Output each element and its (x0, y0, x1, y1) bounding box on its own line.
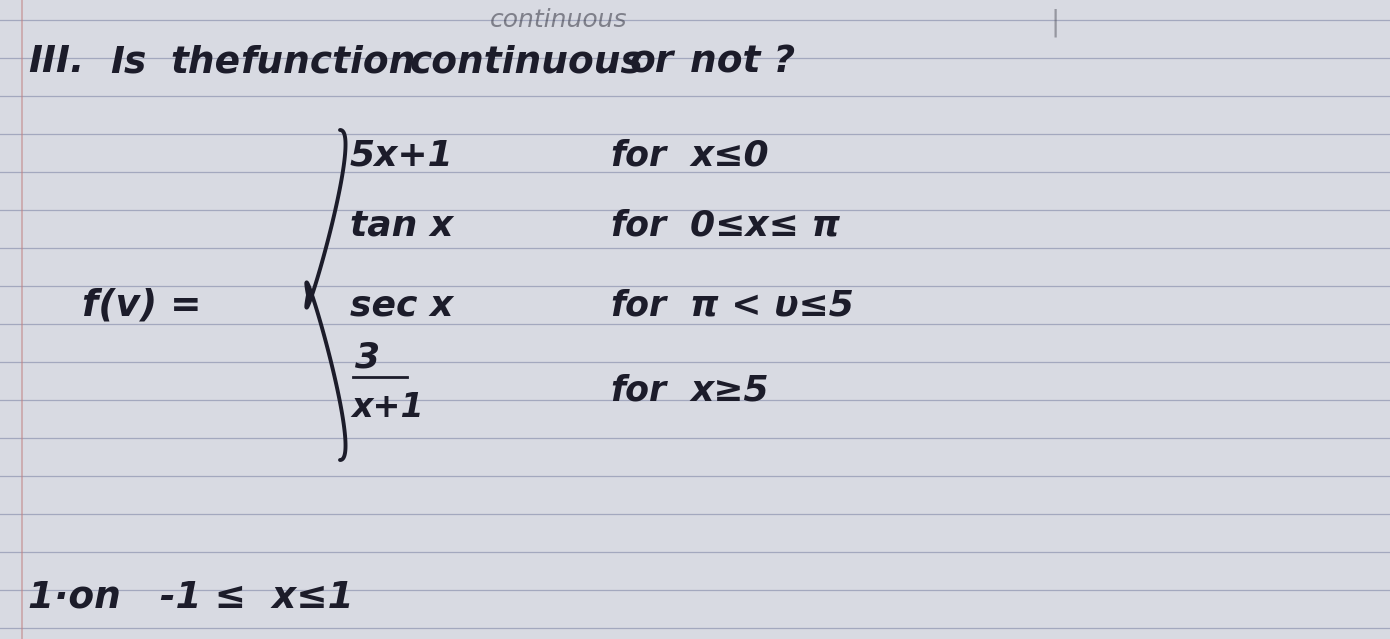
Text: |: | (1049, 8, 1059, 36)
Text: for: for (610, 138, 666, 172)
Text: Is: Is (110, 44, 146, 80)
Text: sec x: sec x (350, 288, 453, 322)
Text: 5x+1: 5x+1 (350, 138, 453, 172)
Text: π < υ≤5: π < υ≤5 (689, 288, 853, 322)
Text: not ?: not ? (689, 44, 795, 80)
Text: for: for (610, 373, 666, 407)
Text: III.: III. (28, 44, 85, 80)
Text: continuous: continuous (410, 44, 644, 80)
Text: 1·on   -1 ≤  x≤1: 1·on -1 ≤ x≤1 (28, 580, 353, 616)
Text: for: for (610, 208, 666, 242)
Text: f(v) =: f(v) = (82, 287, 202, 323)
Text: for: for (610, 288, 666, 322)
Text: x+1: x+1 (352, 390, 424, 424)
Text: function: function (240, 44, 416, 80)
Text: 3: 3 (354, 340, 379, 374)
Text: or: or (630, 44, 674, 80)
Text: 0≤x≤ π: 0≤x≤ π (689, 208, 840, 242)
Text: continuous: continuous (491, 8, 627, 32)
Text: x≥5: x≥5 (689, 373, 769, 407)
Text: the: the (170, 44, 240, 80)
Text: x≤0: x≤0 (689, 138, 769, 172)
Text: tan x: tan x (350, 208, 453, 242)
